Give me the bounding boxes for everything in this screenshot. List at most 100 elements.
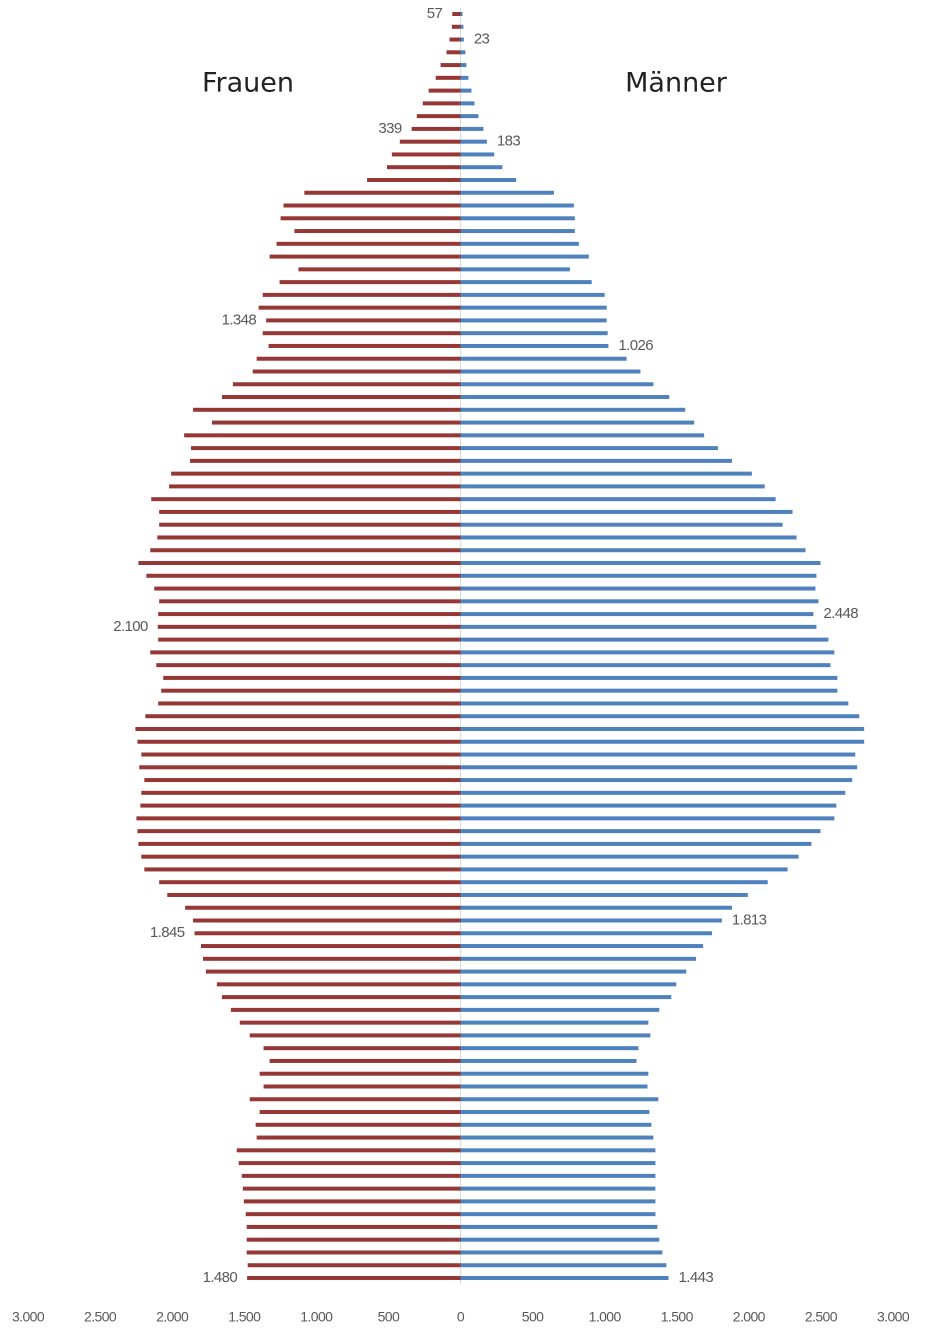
bar bbox=[460, 522, 783, 527]
bar bbox=[460, 854, 799, 859]
bar bbox=[460, 1212, 656, 1217]
data-label: 1.813 bbox=[732, 911, 767, 928]
bar bbox=[259, 1110, 461, 1115]
bar bbox=[246, 1250, 461, 1255]
bar bbox=[141, 854, 461, 859]
bar bbox=[138, 561, 461, 566]
bar bbox=[460, 395, 670, 400]
bar bbox=[460, 37, 464, 42]
bar bbox=[245, 1212, 461, 1217]
bar bbox=[269, 254, 461, 259]
bar bbox=[460, 1097, 659, 1102]
bar bbox=[460, 931, 713, 936]
bar bbox=[460, 1046, 639, 1051]
bar bbox=[460, 101, 475, 106]
bar bbox=[460, 816, 835, 821]
bar bbox=[146, 573, 461, 578]
data-label: 339 bbox=[378, 120, 401, 137]
x-tick-label: 0 bbox=[457, 1309, 465, 1325]
bar bbox=[460, 114, 479, 119]
bar bbox=[460, 497, 776, 502]
data-label: 2.100 bbox=[113, 618, 148, 635]
bar bbox=[460, 612, 814, 617]
bar bbox=[460, 63, 467, 68]
bar bbox=[460, 509, 793, 514]
bar bbox=[460, 1007, 660, 1012]
bar bbox=[449, 37, 461, 42]
bar bbox=[460, 343, 609, 348]
bar bbox=[151, 497, 461, 502]
data-label: 57 bbox=[427, 5, 443, 22]
bar bbox=[460, 752, 856, 757]
bar bbox=[276, 241, 461, 246]
bar bbox=[263, 1084, 461, 1089]
bar bbox=[294, 229, 461, 234]
bar bbox=[262, 331, 461, 336]
bar bbox=[460, 229, 575, 234]
bar bbox=[185, 905, 461, 910]
bar bbox=[158, 612, 461, 617]
bar bbox=[211, 420, 461, 425]
bar bbox=[460, 241, 579, 246]
bar bbox=[460, 599, 819, 604]
bar bbox=[460, 88, 472, 93]
bar bbox=[460, 267, 570, 272]
bar bbox=[460, 714, 860, 719]
bar bbox=[280, 216, 461, 221]
bar bbox=[460, 829, 821, 834]
bar bbox=[221, 395, 461, 400]
data-label: 1.443 bbox=[679, 1269, 714, 1286]
bar bbox=[460, 1276, 669, 1280]
bar bbox=[440, 63, 461, 68]
bar bbox=[159, 522, 461, 527]
bar bbox=[460, 318, 607, 323]
bar bbox=[232, 382, 461, 387]
bar bbox=[238, 1161, 461, 1166]
bar bbox=[460, 1224, 658, 1229]
data-label: 23 bbox=[474, 31, 490, 48]
bar bbox=[460, 803, 837, 808]
bar bbox=[460, 1058, 637, 1063]
bar bbox=[259, 1071, 461, 1076]
bar bbox=[460, 433, 705, 438]
bar bbox=[268, 343, 461, 348]
bar bbox=[460, 1033, 651, 1038]
bar bbox=[139, 765, 461, 770]
bar bbox=[460, 331, 608, 336]
bar bbox=[460, 1161, 656, 1166]
bar bbox=[255, 1122, 461, 1127]
bar bbox=[460, 165, 503, 170]
x-tick-label: 2.500 bbox=[84, 1309, 117, 1325]
bar bbox=[154, 586, 461, 591]
bar bbox=[386, 165, 461, 170]
bar bbox=[460, 726, 865, 731]
bar bbox=[460, 944, 704, 949]
bar bbox=[460, 995, 672, 1000]
bar bbox=[460, 305, 607, 310]
bar bbox=[460, 586, 816, 591]
bar bbox=[460, 126, 484, 131]
bar bbox=[283, 203, 461, 208]
bar bbox=[159, 880, 461, 885]
bar bbox=[460, 918, 722, 923]
bar bbox=[460, 867, 788, 872]
data-label: 1.348 bbox=[222, 311, 257, 328]
bar bbox=[203, 956, 461, 961]
bar bbox=[460, 982, 677, 987]
bar bbox=[460, 561, 821, 566]
bar bbox=[171, 471, 461, 476]
bar bbox=[460, 1186, 656, 1191]
bar bbox=[159, 599, 461, 604]
data-label: 183 bbox=[497, 133, 520, 150]
bar bbox=[460, 637, 829, 642]
bar bbox=[460, 892, 748, 897]
bar bbox=[460, 688, 838, 693]
bar bbox=[241, 1173, 461, 1178]
bar bbox=[249, 1097, 461, 1102]
bar bbox=[452, 12, 461, 16]
x-tick-label: 2.500 bbox=[805, 1309, 838, 1325]
bar bbox=[460, 484, 765, 489]
bar bbox=[460, 1199, 656, 1204]
bar bbox=[435, 75, 461, 80]
